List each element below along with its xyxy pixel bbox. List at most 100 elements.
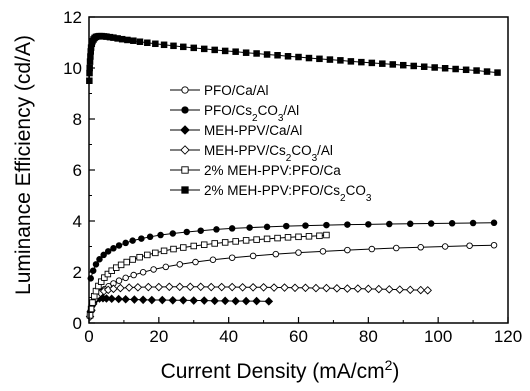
x-tick-label: 120 (494, 327, 522, 346)
data-point-2-meh-ppv-pfo-cs2co3 (295, 53, 302, 61)
data-point-2-meh-ppv-pfo-cs2co3 (274, 52, 281, 59)
data-point-2-meh-ppv-pfo-cs2co3 (316, 55, 323, 63)
data-point-2-meh-ppv-pfo-cs2co3 (326, 56, 334, 63)
data-point-2-meh-ppv-pfo-ca (295, 233, 302, 241)
data-point-2-meh-ppv-pfo-cs2co3 (170, 42, 177, 50)
legend-label: MEH-PPV/Ca/Al (204, 123, 302, 138)
data-point-2-meh-ppv-pfo-ca (86, 312, 94, 319)
data-point-pfo-cs2co3-al (323, 221, 330, 229)
data-point-pfo-cs2co3-al (169, 230, 177, 237)
data-point-meh-ppv-ca-al (114, 294, 123, 304)
data-point-pfo-ca-al (490, 241, 498, 249)
data-point-meh-ppv-cs2co3-al (416, 285, 425, 295)
data-point-meh-ppv-cs2co3-al (423, 286, 432, 295)
x-tick-label: 0 (84, 327, 93, 346)
data-point-pfo-cs2co3-al (365, 221, 372, 228)
data-point-2-meh-ppv-pfo-ca (123, 258, 130, 266)
data-point-pfo-ca-al (344, 246, 351, 254)
legend-marker-pfo-ca-al (181, 86, 189, 94)
data-point-meh-ppv-cs2co3-al (322, 283, 331, 293)
data-point-pfo-ca-al (162, 263, 170, 271)
data-point-2-meh-ppv-pfo-cs2co3 (253, 50, 260, 57)
data-point-2-meh-ppv-pfo-cs2co3 (462, 66, 470, 74)
data-point-meh-ppv-ca-al (264, 297, 274, 306)
data-point-2-meh-ppv-pfo-cs2co3 (180, 43, 187, 51)
data-point-pfo-cs2co3-al (263, 223, 271, 231)
data-point-pfo-cs2co3-al (246, 224, 253, 231)
data-point-pfo-ca-al (319, 248, 327, 255)
data-point-meh-ppv-cs2co3-al (175, 282, 185, 292)
data-point-pfo-cs2co3-al (283, 222, 290, 230)
data-point-meh-ppv-cs2co3-al (165, 282, 174, 292)
data-point-meh-ppv-cs2co3-al (144, 282, 153, 292)
y-tick-label: 6 (73, 161, 82, 180)
data-point-meh-ppv-cs2co3-al (248, 283, 258, 292)
data-point-meh-ppv-ca-al (121, 295, 130, 304)
data-point-pfo-ca-al (115, 277, 123, 284)
data-point-2-meh-ppv-pfo-cs2co3 (379, 60, 386, 67)
data-point-2-meh-ppv-pfo-cs2co3 (130, 37, 137, 44)
data-point-2-meh-ppv-pfo-ca (190, 242, 197, 250)
data-point-2-meh-ppv-pfo-ca (305, 233, 313, 240)
data-point-meh-ppv-cs2co3-al (374, 284, 384, 294)
data-point-2-meh-ppv-pfo-cs2co3 (160, 41, 168, 49)
legend-label: 2% MEH-PPV:PFO/Ca (204, 163, 341, 178)
data-point-2-meh-ppv-pfo-ca (323, 231, 330, 239)
data-point-2-meh-ppv-pfo-ca (117, 261, 125, 269)
data-point-meh-ppv-cs2co3-al (238, 283, 247, 292)
data-point-pfo-cs2co3-al (96, 256, 103, 263)
data-point-2-meh-ppv-pfo-cs2co3 (144, 39, 151, 47)
data-point-2-meh-ppv-pfo-ca (316, 232, 323, 240)
data-point-meh-ppv-cs2co3-al (185, 282, 195, 292)
legend-marker-2-meh-ppv-pfo-cs2co3 (181, 186, 189, 194)
data-point-2-meh-ppv-pfo-ca (152, 249, 159, 257)
data-point-pfo-ca-al (272, 250, 280, 258)
data-point-2-meh-ppv-pfo-cs2co3 (190, 44, 197, 52)
data-point-2-meh-ppv-pfo-cs2co3 (473, 67, 480, 74)
data-point-pfo-cs2co3-al (183, 228, 191, 236)
data-point-meh-ppv-cs2co3-al (206, 282, 216, 292)
data-point-meh-ppv-cs2co3-al (269, 283, 279, 292)
data-point-pfo-cs2co3-al (344, 221, 351, 228)
plot-area (85, 32, 501, 321)
data-point-pfo-ca-al (295, 249, 302, 256)
data-point-2-meh-ppv-pfo-cs2co3 (232, 48, 239, 55)
data-point-2-meh-ppv-pfo-ca (242, 237, 250, 244)
data-point-meh-ppv-cs2co3-al (217, 282, 226, 292)
data-point-meh-ppv-ca-al (252, 296, 261, 306)
data-point-meh-ppv-cs2co3-al (133, 283, 143, 292)
data-point-pfo-ca-al (228, 254, 236, 261)
data-point-meh-ppv-ca-al (178, 296, 188, 305)
data-point-pfo-ca-al (249, 252, 257, 260)
data-point-2-meh-ppv-pfo-ca (200, 241, 208, 248)
data-point-2-meh-ppv-pfo-cs2co3 (211, 46, 218, 54)
data-point-meh-ppv-ca-al (147, 295, 157, 305)
data-point-pfo-ca-al (466, 242, 473, 249)
data-point-2-meh-ppv-pfo-cs2co3 (242, 49, 250, 56)
data-point-2-meh-ppv-pfo-ca (232, 238, 239, 245)
data-point-2-meh-ppv-pfo-cs2co3 (221, 47, 229, 55)
data-point-2-meh-ppv-pfo-cs2co3 (337, 57, 344, 64)
x-tick-label: 80 (359, 327, 378, 346)
data-point-pfo-cs2co3-al (138, 235, 145, 242)
legend-entry-2-meh-ppv-pfo-cs2co3: 2% MEH-PPV:PFO/Cs2CO3 (170, 183, 372, 204)
data-point-2-meh-ppv-pfo-ca (253, 236, 260, 243)
data-point-2-meh-ppv-pfo-cs2co3 (420, 63, 428, 70)
data-point-meh-ppv-cs2co3-al (280, 283, 289, 292)
legend-entry-meh-ppv-ca-al: MEH-PPV/Ca/Al (170, 123, 302, 138)
data-point-2-meh-ppv-pfo-cs2co3 (305, 54, 313, 62)
data-point-pfo-ca-al (122, 274, 129, 282)
data-point-meh-ppv-cs2co3-al (259, 283, 268, 292)
data-point-pfo-ca-al (393, 244, 400, 252)
axis-ticks: 0 20 40 60 80 100 120 0 2 4 6 8 10 12 (63, 8, 522, 346)
data-point-pfo-cs2co3-al (110, 245, 117, 252)
data-point-meh-ppv-cs2co3-al (116, 283, 125, 293)
data-point-pfo-ca-al (176, 261, 184, 268)
data-point-meh-ppv-ca-al (102, 294, 111, 303)
y-tick-label: 8 (73, 110, 82, 129)
y-tick-label: 12 (63, 8, 82, 27)
y-tick-label: 0 (73, 314, 82, 333)
data-point-pfo-cs2co3-al (92, 261, 100, 268)
data-point-meh-ppv-cs2co3-al (311, 283, 321, 293)
